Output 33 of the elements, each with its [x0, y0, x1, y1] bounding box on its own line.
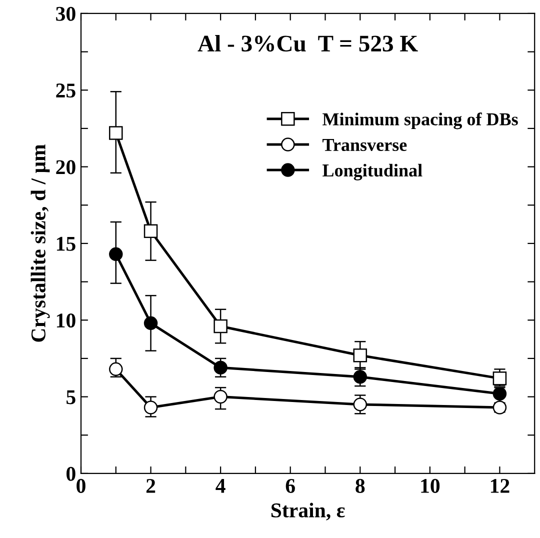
point	[144, 224, 158, 238]
legend-label: Minimum spacing of DBs	[322, 112, 518, 130]
x-tick-label: 2	[146, 478, 156, 493]
y-tick-label: 5	[66, 390, 76, 404]
legend-label: Longitudinal	[322, 164, 422, 180]
x-tick-label: 8	[356, 478, 365, 493]
point	[353, 348, 368, 362]
x-tick-label: 6	[286, 478, 295, 493]
point	[492, 372, 507, 386]
y-tick-label: 10	[56, 313, 76, 328]
y-tick-label: 0	[66, 466, 76, 481]
x-tick-label: 10	[421, 478, 440, 493]
point	[109, 247, 123, 262]
y-axis-title: Crystallite size, d / μm	[30, 144, 50, 342]
x-tick-label: 4	[216, 479, 226, 493]
text: Al - 3%Cu T = 523 K	[198, 34, 418, 52]
x-axis-title: Strain, ε	[271, 502, 345, 520]
x-tick-label: 12	[490, 478, 510, 493]
point	[353, 370, 368, 384]
x-tick-label: 0	[76, 478, 86, 493]
point	[214, 390, 228, 404]
legend-label: Transverse	[322, 139, 407, 152]
point	[109, 126, 123, 140]
point	[214, 360, 228, 375]
y-tick-label: 15	[56, 236, 76, 251]
y-tick-label: 25	[56, 84, 76, 98]
point	[144, 316, 158, 330]
y-tick-label: 30	[56, 6, 76, 21]
point	[353, 398, 368, 412]
point	[214, 319, 228, 334]
point	[109, 362, 123, 376]
point	[144, 400, 158, 414]
y-tick-label: 20	[56, 160, 76, 174]
